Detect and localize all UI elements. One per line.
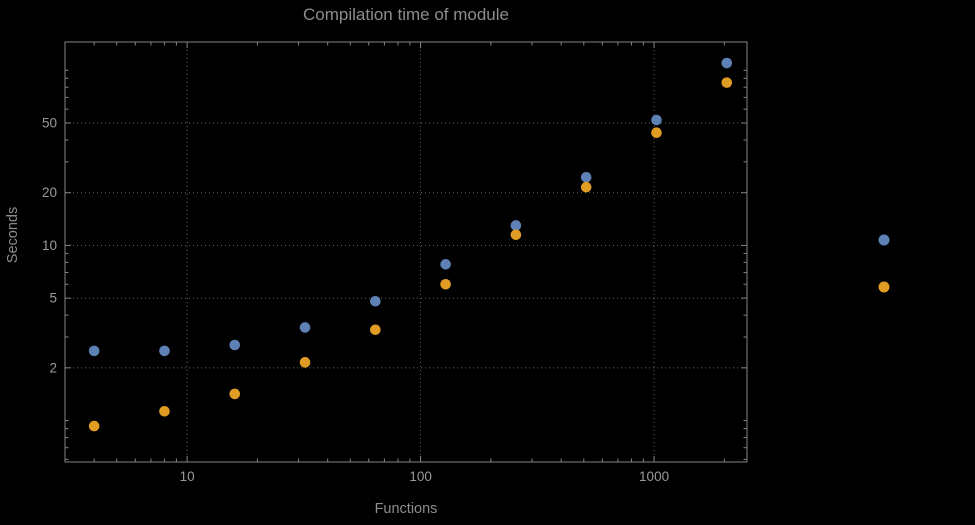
series-1-point bbox=[440, 259, 451, 270]
series-1-point bbox=[651, 114, 662, 126]
chart-title: Compilation time of module bbox=[303, 5, 509, 24]
series-2-point bbox=[229, 388, 241, 400]
series-2-point bbox=[159, 405, 170, 417]
series-1-point bbox=[229, 339, 241, 351]
x-axis-label: Functions bbox=[374, 501, 438, 517]
series-2-point bbox=[721, 77, 733, 88]
series-2-point bbox=[299, 357, 311, 368]
series-1-point bbox=[299, 322, 311, 333]
legend-marker-series-1 bbox=[878, 234, 890, 246]
legend-marker-series-2 bbox=[878, 281, 890, 293]
y-tick-label: 10 bbox=[42, 238, 57, 253]
series-1-point bbox=[580, 171, 592, 183]
y-tick-label: 2 bbox=[49, 360, 57, 375]
x-tick-label: 10 bbox=[180, 469, 195, 484]
x-tick-label: 1000 bbox=[639, 469, 669, 484]
series-1-point bbox=[370, 295, 381, 307]
series-2-point bbox=[370, 324, 381, 336]
series-1-point bbox=[721, 57, 733, 69]
y-axis-label: Seconds bbox=[5, 206, 21, 264]
y-tick-label: 50 bbox=[42, 115, 57, 130]
series-2-point bbox=[88, 420, 100, 432]
x-tick-label: 100 bbox=[409, 469, 432, 484]
series-1-point bbox=[159, 345, 170, 357]
series-2-point bbox=[440, 278, 451, 290]
series-2-point bbox=[580, 181, 592, 193]
series-1-point bbox=[88, 345, 100, 357]
y-tick-label: 5 bbox=[49, 291, 57, 306]
y-tick-label: 20 bbox=[42, 185, 57, 200]
series-2-point bbox=[510, 229, 522, 241]
series-2-point bbox=[651, 127, 662, 139]
series-1-point bbox=[510, 220, 522, 231]
plot-frame bbox=[64, 41, 748, 463]
